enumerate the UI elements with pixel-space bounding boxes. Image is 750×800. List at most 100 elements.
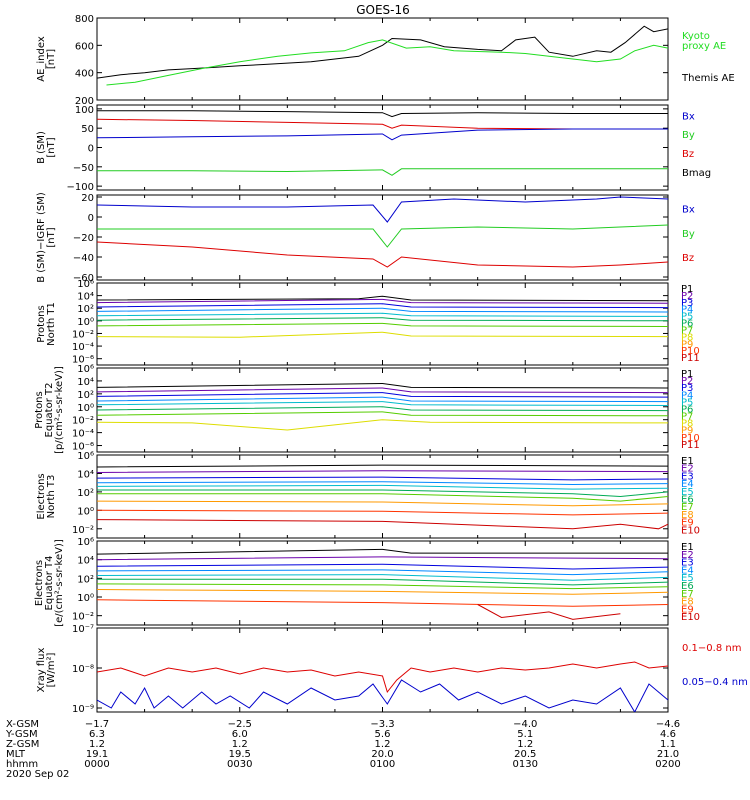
legend-entry: P9 — [681, 426, 693, 437]
legend-entry: P4 — [681, 390, 693, 401]
legend-entry: Kyoto — [682, 31, 710, 42]
series-line-e2 — [97, 556, 668, 561]
legend-entry: E2 — [681, 464, 694, 475]
legend-entry: E10 — [681, 612, 700, 623]
y-tick-label: 20 — [81, 193, 94, 204]
legend-entry: P10 — [681, 433, 700, 444]
ephemeris-value: 6.0 — [232, 729, 248, 740]
y-tick-label: 0 — [88, 144, 94, 155]
series-line-e1 — [97, 548, 668, 555]
series-line-bmag — [97, 110, 668, 118]
series-line-p1 — [97, 295, 668, 302]
y-tick-label: 10² — [77, 390, 94, 401]
series-line-e4 — [97, 569, 668, 576]
legend-entry: E6 — [681, 495, 694, 506]
legend-entry: E7 — [681, 589, 694, 600]
series-line-bx — [97, 128, 668, 141]
series-line-e4 — [97, 481, 668, 486]
y-axis-label: Xray flux[W/m²] — [36, 648, 57, 693]
y-tick-label: 10⁶ — [77, 537, 94, 548]
y-tick-label: 10⁴ — [77, 292, 94, 303]
series-line-e10 — [477, 604, 621, 620]
legend-entry: P1 — [681, 369, 693, 380]
plot-date: 2020 Sep 02 — [6, 769, 69, 780]
ephemeris-row-label: Y-GSM — [5, 729, 38, 740]
ephemeris-value: −4.0 — [513, 719, 537, 730]
ephemeris-value: 20.5 — [514, 749, 536, 760]
legend-entry: P10 — [681, 346, 700, 357]
legend-entry: P7 — [681, 325, 693, 336]
y-tick-label: 50 — [81, 124, 94, 135]
y-tick-label: 10⁰ — [77, 593, 94, 604]
plot-title: GOES-16 — [356, 3, 410, 17]
ephemeris-value: −4.6 — [656, 719, 680, 730]
series-line-p4 — [97, 396, 668, 403]
legend-entry: Bx — [682, 111, 695, 122]
y-tick-label: 10² — [77, 304, 94, 315]
y-tick-label: 10⁻² — [72, 416, 94, 427]
legend-entry: E1 — [681, 542, 694, 553]
y-tick-label: 10⁻⁴ — [72, 342, 94, 353]
y-tick-label: 10² — [77, 574, 94, 585]
panel-frame — [96, 194, 669, 281]
legend-entry: E4 — [681, 479, 694, 490]
legend-entry: E6 — [681, 581, 694, 592]
ephemeris-value: 1.2 — [89, 739, 105, 750]
legend-entry: P5 — [681, 397, 693, 408]
series-line-p2 — [97, 298, 668, 304]
y-tick-label: 10⁰ — [77, 403, 94, 414]
legend-entry: 0.05−0.4 nm — [682, 677, 748, 688]
y-axis-label: ProtonsEquator T2[p/(cm²-s-sr-keV)] — [34, 366, 65, 454]
panel-frame — [96, 104, 669, 191]
y-tick-label: 10⁻² — [72, 612, 94, 623]
legend-entry: P7 — [681, 412, 693, 423]
ephemeris-value: 1.1 — [660, 739, 676, 750]
legend-entry: P9 — [681, 339, 693, 350]
panel-frame — [96, 17, 669, 101]
legend-entry: Bz — [682, 149, 694, 160]
ephemeris-row-label: X-GSM — [6, 719, 39, 730]
legend-entry: P11 — [681, 353, 700, 364]
legend-entry: E1 — [681, 456, 694, 467]
y-tick-label: 10⁰ — [77, 506, 94, 517]
y-tick-label: −60 — [73, 273, 94, 284]
y-tick-label: 10⁻⁹ — [72, 704, 94, 715]
ephemeris-value: 5.1 — [517, 729, 533, 740]
series-line-e10 — [97, 519, 668, 530]
legend-entry: 0.1−0.8 nm — [682, 643, 741, 654]
ephemeris-value: 21.0 — [657, 749, 679, 760]
y-tick-label: 10⁴ — [77, 556, 94, 567]
legend-entry: E9 — [681, 604, 694, 615]
ephemeris-footer: X-GSM −1.7 −2.5 −3.3 −4.0 −4.6 Y-GSM 6.3 6.0 5.6 5… — [5, 719, 681, 780]
y-tick-label: 10⁻⁷ — [72, 624, 94, 635]
legend-entry: Themis AE — [681, 73, 735, 84]
series-line-e2 — [97, 470, 668, 473]
series-line-e7 — [97, 583, 668, 590]
legend-entry: E5 — [681, 487, 694, 498]
legend-entry: By — [682, 130, 695, 141]
y-tick-label: 10⁻² — [72, 329, 94, 340]
series-line-e7 — [97, 493, 668, 502]
ephemeris-value: 0100 — [370, 759, 395, 770]
legend-entry: E9 — [681, 518, 694, 529]
y-tick-label: 10⁶ — [77, 279, 94, 290]
series-line-0-05-0-4-nm — [97, 679, 668, 712]
panel-5: 10⁶ 10⁴ 10² 10⁰ 10⁻² 10⁻⁴ 10⁻⁶ ProtonsEquator T… — [34, 364, 700, 454]
y-tick-label: 10⁶ — [77, 364, 94, 375]
series-line-p5 — [97, 312, 668, 317]
series-line-e8 — [97, 589, 668, 595]
legend-entry: P1 — [681, 284, 693, 295]
y-tick-label: −20 — [73, 233, 94, 244]
y-tick-label: 10⁻⁴ — [72, 429, 94, 440]
panel-3: 20 0 −20 −40 −60 B (SM)−IGRF (SM)[nT] Bx By Bz — [36, 192, 695, 284]
panel-frame — [96, 282, 669, 366]
ephemeris-value: 1.2 — [375, 739, 391, 750]
series-line-p3 — [97, 303, 668, 309]
legend-entry: P2 — [681, 376, 693, 387]
series-line-e5 — [97, 574, 668, 581]
legend-entry: P8 — [681, 332, 693, 343]
y-axis-label: ProtonsNorth T1 — [36, 302, 57, 346]
ephemeris-value: 0130 — [513, 759, 538, 770]
